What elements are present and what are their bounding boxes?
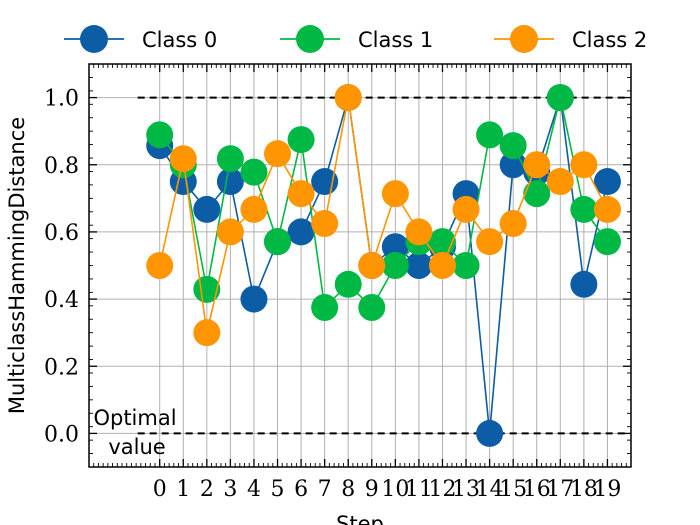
- data-point-s0-x19: [593, 168, 621, 196]
- data-point-s0-x2: [193, 195, 221, 223]
- annotation-optimal-value: Optimal value: [93, 406, 176, 459]
- data-point-s2-x3: [216, 218, 244, 246]
- data-point-s0-x14: [476, 419, 504, 447]
- tick-labels: 0 1 2 3 4 5 6 7 8 9 101112131415161718190.00.20.40…: [44, 87, 621, 502]
- data-point-s1-x19: [593, 228, 621, 256]
- data-point-s0-x3: [216, 168, 244, 196]
- data-point-s1-x14: [476, 121, 504, 149]
- annotation-line-2: value: [108, 435, 165, 459]
- series-layer: [146, 84, 621, 447]
- series-line-2: [158, 97, 609, 333]
- data-point-s1-x16: [523, 180, 551, 208]
- data-point-s1-x4: [240, 158, 268, 186]
- data-point-s2-x6: [287, 180, 315, 208]
- x-tick-label: 16: [523, 477, 551, 502]
- x-tick-label: 12: [428, 477, 456, 502]
- y-tick-label: 0.6: [44, 221, 79, 246]
- x-tick-label: 15: [499, 477, 527, 502]
- legend-entry-1: Class 1: [280, 25, 433, 53]
- data-point-s0-x18: [570, 270, 598, 298]
- legend: Class 0 Class 1 Class 2: [64, 25, 647, 53]
- tick-marks: [88, 63, 632, 468]
- data-point-s0-x10: [381, 233, 409, 261]
- data-point-s1-x18: [570, 195, 598, 223]
- data-point-s2-x15: [499, 210, 527, 238]
- x-tick-label: 6: [294, 477, 308, 502]
- data-point-s2-x2: [193, 319, 221, 347]
- data-point-s2-x1: [169, 145, 197, 173]
- data-point-s1-x5: [264, 228, 292, 256]
- x-tick-label: 10: [381, 477, 409, 502]
- x-tick-label: 5: [271, 477, 285, 502]
- data-point-s1-x10: [381, 252, 409, 279]
- y-tick-label: 0.2: [44, 355, 79, 380]
- data-point-s0-x6: [287, 218, 315, 246]
- legend-marker: [510, 25, 538, 53]
- y-tick-label: 0.8: [44, 154, 79, 179]
- x-axis-title: Step: [336, 512, 384, 525]
- x-tick-label: 4: [247, 477, 261, 502]
- data-point-s2-x7: [311, 210, 339, 238]
- legend-entry-2: Class 2: [494, 25, 647, 53]
- legend-label: Class 2: [572, 28, 647, 52]
- data-point-s1-x15: [499, 132, 527, 160]
- data-point-s2-x14: [476, 228, 504, 256]
- data-point-s1-x8: [334, 270, 362, 298]
- legend-label: Class 0: [142, 28, 217, 52]
- data-point-s2-x8: [334, 84, 362, 112]
- x-tick-label: 3: [223, 477, 237, 502]
- x-tick-label: 11: [405, 477, 433, 502]
- data-point-s1-x9: [358, 293, 386, 321]
- x-tick-label: 14: [476, 477, 504, 502]
- y-axis-title: MulticlassHammingDistance: [5, 117, 29, 414]
- data-point-s1-x13: [452, 252, 480, 279]
- legend-marker: [296, 25, 324, 53]
- data-point-s2-x16: [523, 151, 551, 179]
- x-tick-label: 18: [570, 477, 598, 502]
- data-point-s1-x17: [546, 84, 574, 112]
- data-point-s2-x9: [358, 252, 386, 279]
- y-tick-label: 0.4: [44, 288, 79, 313]
- data-point-s1-x0: [146, 121, 174, 149]
- data-point-s1-x7: [311, 293, 339, 321]
- legend-entry-0: Class 0: [64, 25, 217, 53]
- y-tick-label: 1.0: [44, 87, 79, 112]
- x-tick-label: 19: [593, 477, 621, 502]
- data-point-s2-x5: [264, 140, 292, 168]
- legend-label: Class 1: [358, 28, 433, 52]
- x-tick-label: 0: [153, 477, 167, 502]
- x-tick-label: 13: [452, 477, 480, 502]
- x-tick-label: 7: [318, 477, 332, 502]
- annotation-line-1: Optimal: [93, 406, 176, 430]
- x-tick-label: 17: [546, 477, 574, 502]
- data-point-s2-x12: [428, 252, 456, 279]
- data-point-s2-x13: [452, 195, 480, 223]
- legend-marker: [80, 25, 108, 53]
- data-point-s0-x4: [240, 285, 268, 313]
- x-tick-label: 8: [341, 477, 355, 502]
- x-tick-label: 9: [365, 477, 379, 502]
- data-point-s2-x10: [381, 180, 409, 208]
- data-point-s2-x11: [405, 218, 433, 246]
- data-point-s2-x19: [593, 195, 621, 223]
- series-2: [146, 84, 621, 347]
- data-point-s0-x11: [405, 252, 433, 279]
- y-tick-label: 0.0: [44, 422, 79, 447]
- data-point-s2-x0: [146, 252, 174, 279]
- data-point-s2-x18: [570, 151, 598, 179]
- data-point-s2-x17: [546, 168, 574, 196]
- data-point-s2-x4: [240, 195, 268, 223]
- data-point-s1-x3: [216, 145, 244, 173]
- x-tick-label: 2: [200, 477, 214, 502]
- data-point-s1-x6: [287, 126, 315, 154]
- x-tick-label: 1: [176, 477, 190, 502]
